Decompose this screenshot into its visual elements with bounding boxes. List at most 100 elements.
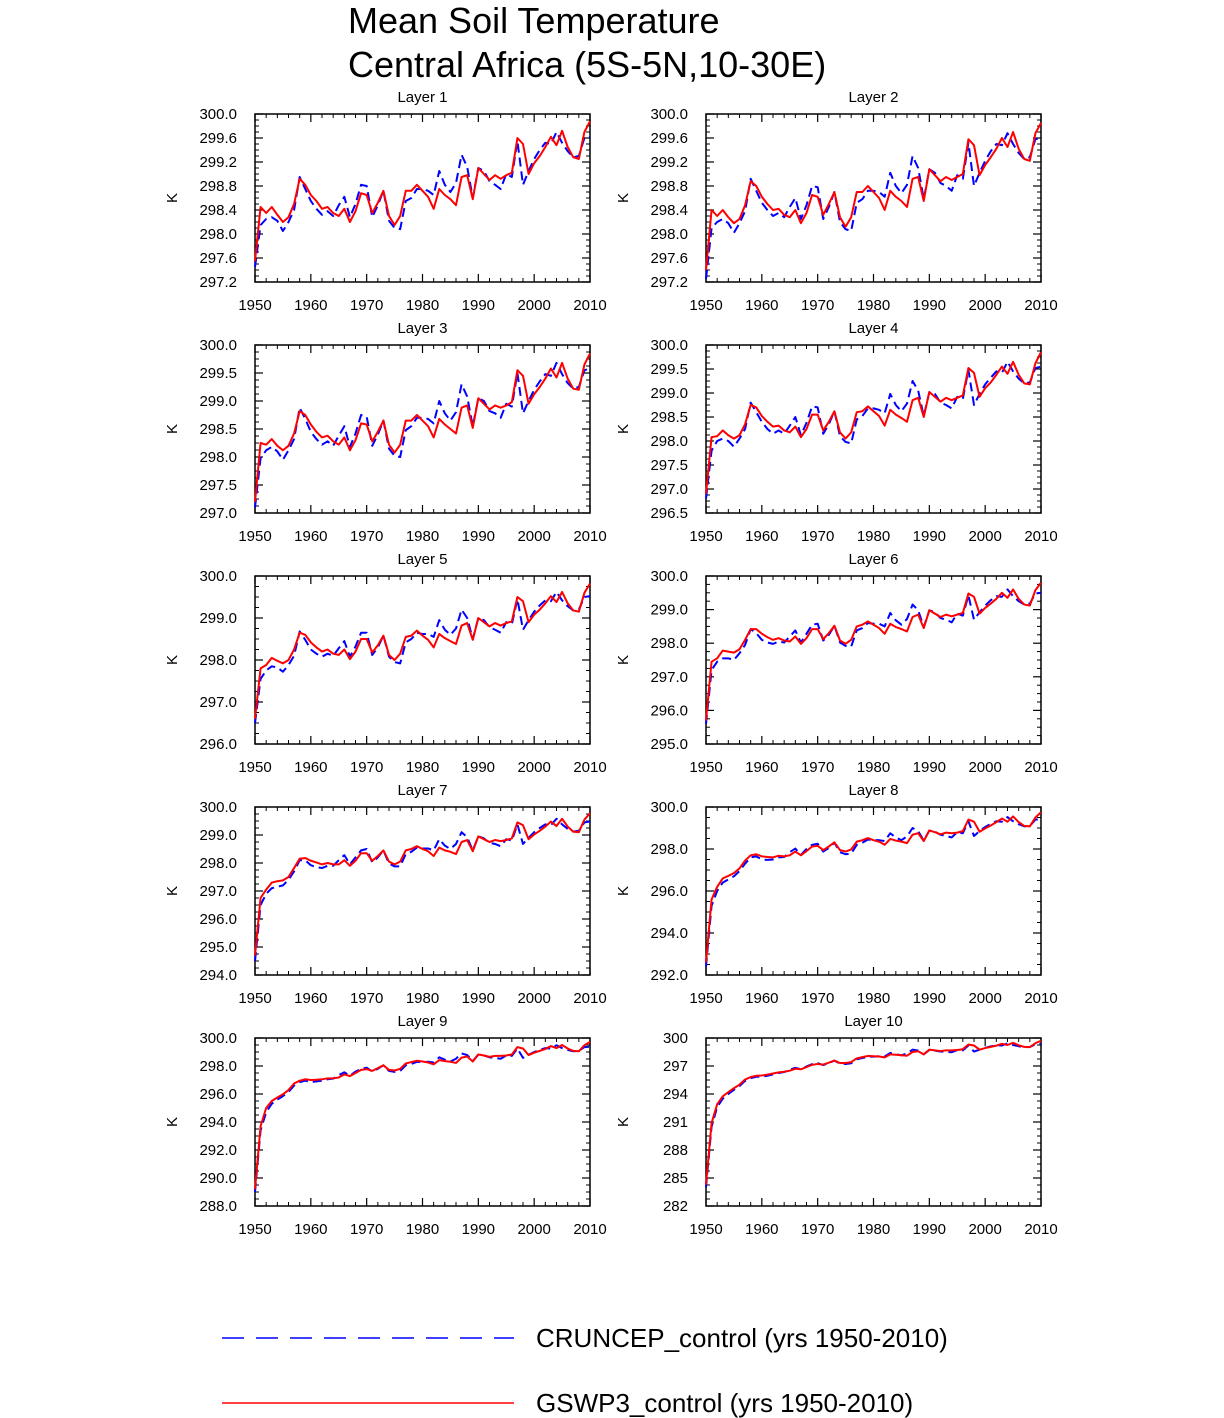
- series-line-gswp3-control: [705, 582, 1042, 721]
- panel-title: Layer 3: [397, 320, 447, 337]
- x-tick-label: 2000: [968, 990, 1001, 1007]
- y-tick-label: 297.5: [199, 477, 237, 494]
- x-tick-label: 1980: [857, 1221, 890, 1238]
- y-tick-label: 297.0: [199, 883, 237, 900]
- legend-label-1: CRUNCEP_control (yrs 1950-2010): [536, 1323, 948, 1353]
- y-tick-label: 298.8: [199, 178, 237, 195]
- x-tick-label: 1950: [238, 990, 271, 1007]
- y-tick-label: 300.0: [650, 568, 688, 585]
- plot-frame: [705, 113, 1042, 283]
- x-tick-label: 1990: [913, 990, 946, 1007]
- chart-panel-8: Layer 8 K 1950 1960 1970 1980 1990 2000 2010 292.…: [615, 782, 1058, 1007]
- y-tick-label: 296.0: [650, 883, 688, 900]
- x-tick-label: 1950: [238, 759, 271, 776]
- y-tick-label: 300.0: [650, 799, 688, 816]
- plot-frame: [254, 806, 591, 976]
- y-tick-label: 298.4: [199, 202, 237, 219]
- x-tick-label: 1980: [857, 297, 890, 314]
- y-tick-label: 298.4: [650, 202, 688, 219]
- y-tick-label: 297.5: [650, 457, 688, 474]
- x-tick-label: 1970: [350, 297, 383, 314]
- y-tick-label: 294.0: [199, 967, 237, 984]
- legend-label-2: GSWP3_control (yrs 1950-2010): [536, 1388, 913, 1418]
- chart-panel-5: Layer 5 K 1950 1960 1970 1980 1990 2000 2010 296.…: [164, 551, 607, 776]
- y-tick-label: 300.0: [199, 106, 237, 123]
- panel-title: Layer 6: [848, 551, 898, 568]
- x-tick-label: 2000: [968, 528, 1001, 545]
- series-line-gswp3-control: [705, 122, 1042, 271]
- series-line-cruncep-control: [254, 131, 591, 268]
- y-tick-label: 297.6: [650, 250, 688, 267]
- x-tick-label: 1990: [462, 1221, 495, 1238]
- series-line-cruncep-control: [254, 1044, 591, 1193]
- y-tick-label: 288.0: [199, 1198, 237, 1215]
- y-tick-label: 299.5: [199, 365, 237, 382]
- x-tick-label: 1980: [406, 1221, 439, 1238]
- x-tick-label: 1960: [294, 990, 327, 1007]
- x-tick-label: 2010: [1024, 297, 1057, 314]
- x-tick-label: 2010: [573, 759, 606, 776]
- x-tick-label: 2000: [517, 990, 550, 1007]
- series-line-cruncep-control: [705, 588, 1042, 724]
- y-tick-label: 297.0: [650, 669, 688, 686]
- y-tick-label: 285: [663, 1170, 688, 1187]
- x-tick-label: 2000: [517, 528, 550, 545]
- panel-title: Layer 5: [397, 551, 447, 568]
- y-tick-label: 296.0: [199, 911, 237, 928]
- y-tick-label: 296.0: [650, 702, 688, 719]
- panel-title: Layer 4: [848, 320, 898, 337]
- x-tick-label: 1950: [689, 297, 722, 314]
- y-tick-label: 295.0: [650, 736, 688, 753]
- x-tick-label: 2010: [573, 297, 606, 314]
- panel-title: Layer 2: [848, 89, 898, 106]
- y-tick-label: 298.8: [650, 178, 688, 195]
- chart-panel-2: Layer 2 K 1950 1960 1970 1980 1990 2000 2010 297.…: [615, 89, 1058, 314]
- plot-frame: [254, 1037, 591, 1207]
- y-tick-label: 288: [663, 1142, 688, 1159]
- y-tick-label: 292.0: [650, 967, 688, 984]
- y-tick-label: 299.6: [199, 130, 237, 147]
- plot-frame: [705, 806, 1042, 976]
- x-tick-label: 1990: [913, 528, 946, 545]
- x-tick-label: 1980: [857, 528, 890, 545]
- y-tick-label: 297.0: [650, 481, 688, 498]
- series-line-gswp3-control: [705, 811, 1042, 963]
- y-tick-label: 298.0: [199, 855, 237, 872]
- x-tick-label: 1980: [406, 759, 439, 776]
- series-line-gswp3-control: [254, 1041, 591, 1190]
- x-tick-label: 1960: [294, 528, 327, 545]
- y-tick-label: 296.5: [650, 505, 688, 522]
- x-tick-label: 1950: [689, 528, 722, 545]
- y-tick-label: 300.0: [199, 568, 237, 585]
- x-tick-label: 1960: [294, 1221, 327, 1238]
- series-line-cruncep-control: [705, 1042, 1042, 1188]
- x-tick-label: 2010: [1024, 990, 1057, 1007]
- y-tick-label: 294.0: [650, 925, 688, 942]
- plot-frame: [254, 113, 591, 283]
- x-tick-label: 1950: [238, 297, 271, 314]
- series-line-gswp3-control: [254, 583, 591, 719]
- y-axis-label: K: [615, 1117, 632, 1127]
- x-tick-label: 1990: [913, 297, 946, 314]
- y-tick-label: 298.5: [650, 409, 688, 426]
- y-tick-label: 299.5: [650, 361, 688, 378]
- series-line-gswp3-control: [254, 120, 591, 262]
- y-tick-label: 296.0: [199, 1086, 237, 1103]
- x-tick-label: 2010: [573, 528, 606, 545]
- panel-title: Layer 7: [397, 782, 447, 799]
- x-tick-label: 1960: [745, 1221, 778, 1238]
- y-tick-label: 298.0: [650, 635, 688, 652]
- series-line-gswp3-control: [254, 352, 591, 502]
- y-tick-label: 299.0: [650, 602, 688, 619]
- panels-group: Layer 1 K 1950 1960 1970 1980 1990 2000 2010 297.…: [164, 89, 1058, 1238]
- x-tick-label: 1950: [689, 759, 722, 776]
- x-tick-label: 1970: [801, 1221, 834, 1238]
- x-tick-label: 1960: [294, 297, 327, 314]
- y-axis-label: K: [164, 424, 181, 434]
- y-tick-label: 299.0: [199, 827, 237, 844]
- x-tick-label: 1990: [913, 759, 946, 776]
- series-line-cruncep-control: [705, 360, 1042, 499]
- x-tick-label: 1970: [350, 528, 383, 545]
- plot-frame: [254, 575, 591, 745]
- y-axis-label: K: [615, 655, 632, 665]
